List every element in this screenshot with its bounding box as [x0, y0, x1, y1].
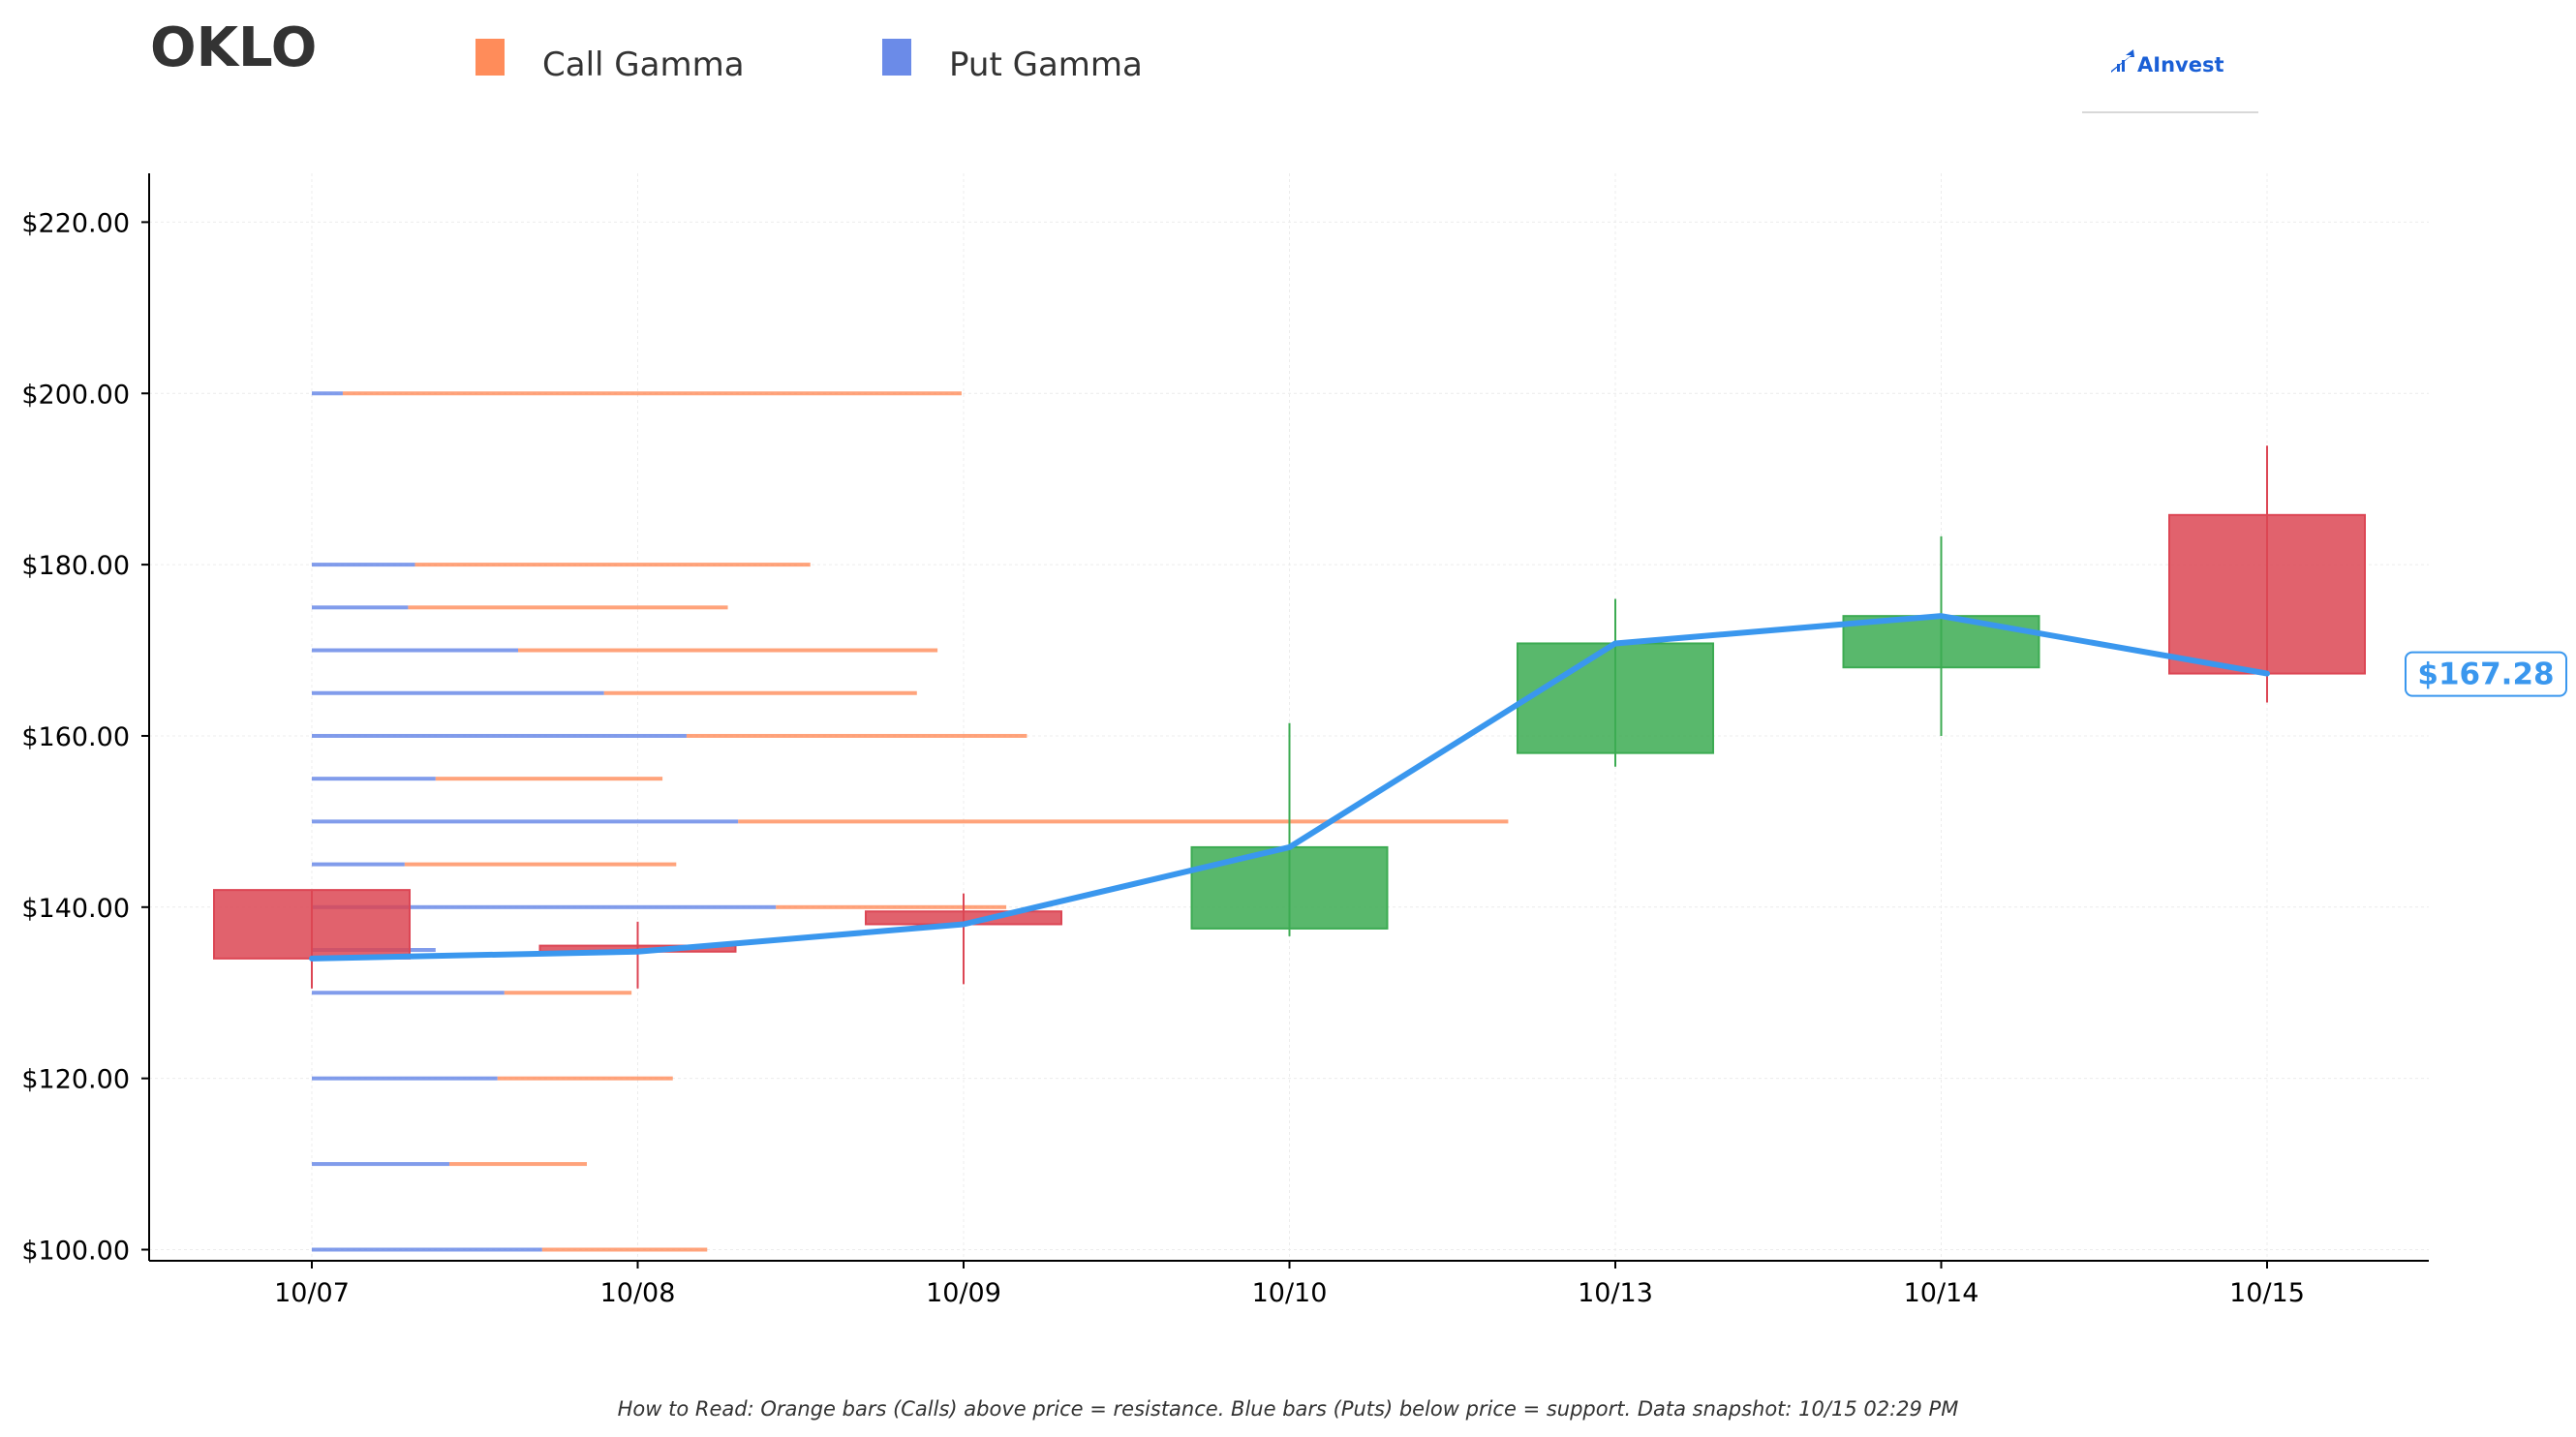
- chart-arrow-icon: [2111, 49, 2134, 73]
- put-gamma-bar: [312, 777, 436, 781]
- brand-logo: AInvest: [2082, 49, 2258, 113]
- call-gamma-bar: [738, 819, 1509, 824]
- x-tick-label: 10/07: [274, 1278, 350, 1308]
- put-gamma-bar: [312, 1247, 542, 1252]
- call-gamma-bar: [435, 777, 663, 781]
- put-gamma-bar: [312, 690, 604, 695]
- y-tick-label: $120.00: [21, 1065, 130, 1095]
- x-ticks: 10/07 10/08 10/09 10/10 10/13 10/14 10/15: [274, 1261, 2305, 1308]
- y-ticks: $100.00 $120.00 $140.00 $160.00 $180.00 $200.…: [21, 208, 149, 1267]
- call-gamma-bar: [342, 391, 962, 396]
- current-price-label: $167.28: [2417, 657, 2554, 692]
- call-gamma-bar: [518, 648, 938, 653]
- put-gamma-bar: [312, 733, 687, 738]
- call-gamma-bar: [497, 1076, 673, 1081]
- put-gamma-bar: [312, 391, 343, 396]
- x-tick-label: 10/08: [600, 1278, 676, 1308]
- footnote: How to Read: Orange bars (Calls) above p…: [618, 1397, 1959, 1421]
- call-gamma-bar: [504, 991, 632, 995]
- put-gamma-bar: [312, 648, 518, 653]
- call-gamma-bar: [408, 605, 728, 610]
- legend-put-label: Put Gamma: [949, 46, 1143, 84]
- put-gamma-bar: [312, 563, 415, 567]
- x-tick-label: 10/15: [2229, 1278, 2305, 1308]
- y-tick-label: $200.00: [21, 380, 130, 410]
- candlesticks: [213, 445, 2366, 989]
- y-tick-label: $140.00: [21, 894, 130, 924]
- y-tick-label: $180.00: [21, 551, 130, 581]
- call-gamma-bar: [776, 904, 1007, 909]
- put-gamma-bar: [312, 605, 409, 610]
- candle-body: [2168, 513, 2366, 675]
- y-tick-label: $160.00: [21, 722, 130, 752]
- current-price-badge: $167.28: [2405, 651, 2567, 697]
- call-gamma-bar: [603, 690, 917, 695]
- candle-body: [213, 889, 411, 960]
- legend: Call Gamma Put Gamma: [475, 39, 1143, 84]
- price-badge-box: [2405, 651, 2567, 697]
- put-gamma-bar: [312, 1076, 498, 1081]
- put-gamma-bar: [312, 819, 739, 824]
- gamma-bars: [312, 391, 1509, 1252]
- x-tick-label: 10/10: [1252, 1278, 1328, 1308]
- put-gamma-bar: [312, 862, 405, 867]
- call-gamma-bar: [449, 1162, 587, 1167]
- legend-call-label: Call Gamma: [542, 46, 745, 84]
- call-gamma-bar: [414, 563, 811, 567]
- x-tick-label: 10/13: [1578, 1278, 1653, 1308]
- put-gamma-bar: [312, 904, 777, 909]
- price-line: [309, 613, 2270, 962]
- call-gamma-bar: [686, 733, 1027, 738]
- put-gamma-bar: [312, 991, 505, 995]
- legend-call-swatch: [475, 39, 505, 76]
- legend-put-swatch: [882, 39, 911, 76]
- y-tick-label: $220.00: [21, 208, 130, 238]
- price-line-layer: [309, 613, 2270, 962]
- x-tick-label: 10/14: [1904, 1278, 1979, 1308]
- candle-body: [1517, 642, 1714, 754]
- chart-title: OKLO: [150, 16, 317, 79]
- call-gamma-bar: [404, 862, 677, 867]
- x-tick-label: 10/09: [926, 1278, 1001, 1308]
- y-tick-label: $100.00: [21, 1237, 130, 1267]
- candle-body: [1842, 615, 2040, 669]
- candle-body: [1190, 845, 1389, 930]
- put-gamma-bar: [312, 1162, 449, 1167]
- call-gamma-bar: [541, 1247, 708, 1252]
- brand-name: AInvest: [2137, 53, 2224, 76]
